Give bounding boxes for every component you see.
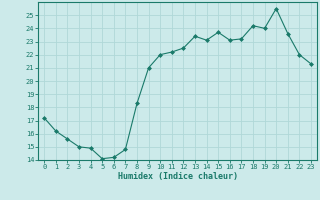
X-axis label: Humidex (Indice chaleur): Humidex (Indice chaleur) bbox=[118, 172, 238, 181]
